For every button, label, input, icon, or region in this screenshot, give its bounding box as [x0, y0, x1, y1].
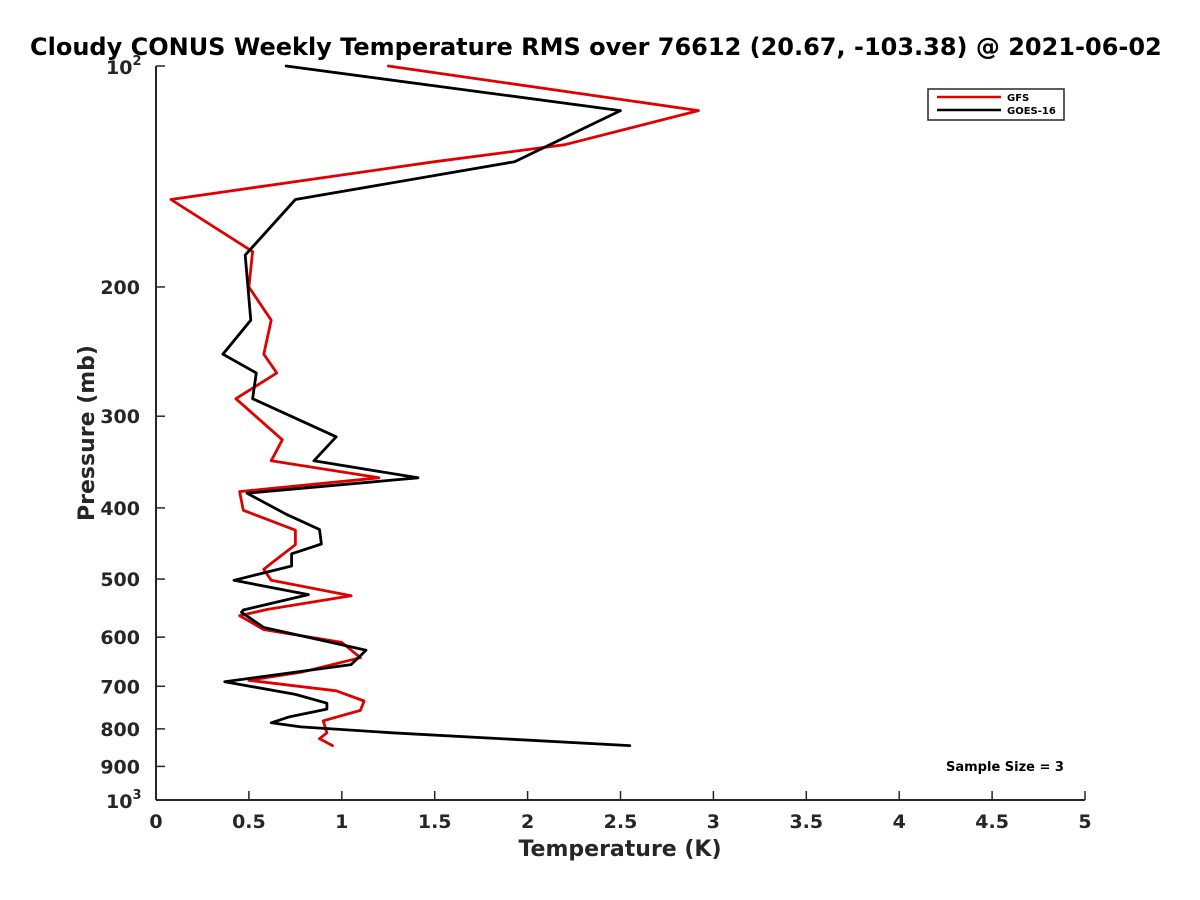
x-tick-label: 1 [335, 811, 348, 833]
y-tick-exponent: 2 [132, 54, 141, 69]
y-tick-label: 800 [100, 719, 140, 741]
y-tick-exponent: 3 [132, 788, 141, 803]
x-tick-label: 0 [149, 811, 162, 833]
y-tick-label: 400 [100, 498, 140, 520]
y-axis-label: Pressure (mb) [75, 345, 100, 521]
y-tick-label: 200 [100, 277, 140, 299]
x-tick-label: 4.5 [975, 811, 1009, 833]
y-tick-label: 700 [100, 676, 140, 698]
x-tick-label: 3.5 [789, 811, 823, 833]
sample-size-annotation: Sample Size = 3 [946, 760, 1064, 775]
x-tick-label: 2 [521, 811, 534, 833]
y-tick-label: 500 [100, 569, 140, 591]
series-layer [169, 64, 700, 747]
x-tick-label: 4 [893, 811, 906, 833]
x-axis-label: Temperature (K) [518, 837, 721, 862]
chart-title: Cloudy CONUS Weekly Temperature RMS over… [30, 33, 1162, 61]
y-tick-label: 600 [100, 627, 140, 649]
series-line-goes-16 [221, 64, 632, 747]
legend-label-goes16: GOES-16 [1007, 106, 1056, 117]
legend-label-gfs: GFS [1007, 93, 1029, 104]
legend-box [927, 88, 1065, 121]
x-tick-label: 1.5 [418, 811, 452, 833]
x-tick-label: 3 [707, 811, 720, 833]
y-tick-label: 300 [100, 406, 140, 428]
y-tick-label: 900 [100, 756, 140, 778]
legend: GFS GOES-16 [927, 88, 1065, 121]
x-tick-label: 0.5 [232, 811, 266, 833]
x-tick-label: 2.5 [604, 811, 638, 833]
x-ticks: 0 0.5 1 1.5 2 2.5 3 3.5 4 4.5 5 [149, 791, 1092, 833]
series-line-gfs [169, 64, 700, 747]
x-tick-label: 5 [1078, 811, 1091, 833]
